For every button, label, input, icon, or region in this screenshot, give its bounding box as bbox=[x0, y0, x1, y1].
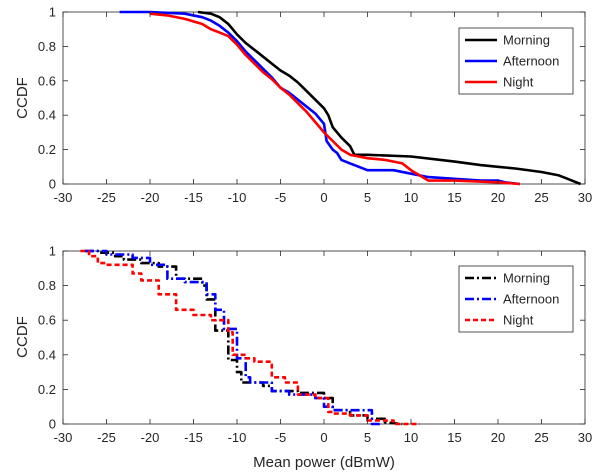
bottom-series-afternoon bbox=[84, 249, 381, 426]
top-x-tick-label: -25 bbox=[97, 190, 116, 205]
bottom-x-tick-label: 20 bbox=[491, 430, 505, 445]
top-x-tick-label: 10 bbox=[404, 190, 418, 205]
top-x-tick-label: -30 bbox=[54, 190, 73, 205]
top-legend-label-morning: Morning bbox=[503, 33, 550, 48]
top-y-tick-label: 0.6 bbox=[38, 73, 56, 88]
top-series-night bbox=[149, 12, 520, 186]
bottom-x-tick-label: 0 bbox=[320, 430, 327, 445]
top-y-ticks: 0 0.2 0.4 0.6 0.8 1 bbox=[38, 5, 585, 192]
top-y-tick-label: 0 bbox=[49, 177, 56, 192]
top-x-tick-label: 5 bbox=[364, 190, 371, 205]
bottom-y-tick-label: 0.8 bbox=[38, 278, 56, 293]
top-y-tick-label: 0.2 bbox=[38, 142, 56, 157]
top-series-morning bbox=[197, 10, 582, 186]
bottom-legend-label-night: Night bbox=[503, 313, 534, 328]
bottom-legend-label-morning: Morning bbox=[503, 271, 550, 286]
bottom-y-tick-label: 0.2 bbox=[38, 382, 56, 397]
top-x-tick-label: 0 bbox=[320, 190, 327, 205]
top-x-tick-label: 25 bbox=[534, 190, 548, 205]
bottom-legend: Morning Afternoon Night bbox=[458, 265, 574, 333]
bottom-y-tick-label: 0 bbox=[49, 417, 56, 432]
bottom-x-tick-label: 30 bbox=[578, 430, 592, 445]
top-y-tick-label: 0.4 bbox=[38, 108, 56, 123]
top-y-tick-label: 0.8 bbox=[38, 39, 56, 54]
bottom-x-tick-label: -10 bbox=[228, 430, 247, 445]
top-x-tick-label: -10 bbox=[228, 190, 247, 205]
bottom-x-tick-label: -25 bbox=[97, 430, 116, 445]
top-series-layer bbox=[119, 10, 582, 186]
top-y-tick-label: 1 bbox=[49, 5, 56, 20]
bottom-y-tick-label: 1 bbox=[49, 244, 56, 259]
top-x-tick-label: 15 bbox=[447, 190, 461, 205]
bottom-x-tick-label: 25 bbox=[534, 430, 548, 445]
bottom-y-ticks: 0 0.2 0.4 0.6 0.8 1 bbox=[38, 244, 585, 432]
top-x-tick-label: 20 bbox=[491, 190, 505, 205]
bottom-x-tick-label: -15 bbox=[184, 430, 203, 445]
top-x-tick-label: -15 bbox=[184, 190, 203, 205]
top-legend: Morning Afternoon Night bbox=[458, 27, 574, 95]
bottom-y-tick-label: 0.6 bbox=[38, 313, 56, 328]
bottom-x-tick-label: -5 bbox=[275, 430, 287, 445]
top-x-tick-label: -5 bbox=[275, 190, 287, 205]
bottom-x-axis-label: Mean power (dBmW) bbox=[253, 454, 395, 471]
bottom-x-ticks: -30 -25 -20 -15 -10 -5 0 5 10 15 20 25 30 bbox=[54, 251, 592, 445]
top-x-tick-label: 30 bbox=[578, 190, 592, 205]
bottom-y-axis-label: CCDF bbox=[14, 316, 31, 358]
bottom-y-tick-label: 0.4 bbox=[38, 347, 56, 362]
bottom-x-tick-label: 5 bbox=[364, 430, 371, 445]
bottom-x-tick-label: -30 bbox=[54, 430, 73, 445]
bottom-x-tick-label: 10 bbox=[404, 430, 418, 445]
bottom-panel: -30 -25 -20 -15 -10 -5 0 5 10 15 20 25 30 0 0.2 0.4 0.6… bbox=[14, 244, 592, 472]
bottom-x-tick-label: -20 bbox=[141, 430, 160, 445]
bottom-series-night bbox=[80, 249, 420, 426]
bottom-x-tick-label: 15 bbox=[447, 430, 461, 445]
top-legend-label-afternoon: Afternoon bbox=[503, 54, 559, 69]
top-legend-label-night: Night bbox=[503, 75, 534, 90]
top-x-ticks: -30 -25 -20 -15 -10 -5 0 5 10 15 20 25 30 bbox=[54, 12, 592, 205]
top-x-tick-label: -20 bbox=[141, 190, 160, 205]
bottom-series-layer bbox=[80, 249, 420, 426]
bottom-legend-label-afternoon: Afternoon bbox=[503, 292, 559, 307]
top-panel: -30 -25 -20 -15 -10 -5 0 5 10 15 20 25 30 0 0.2 0.4 0.6… bbox=[14, 5, 592, 206]
top-y-axis-label: CCDF bbox=[14, 77, 31, 119]
